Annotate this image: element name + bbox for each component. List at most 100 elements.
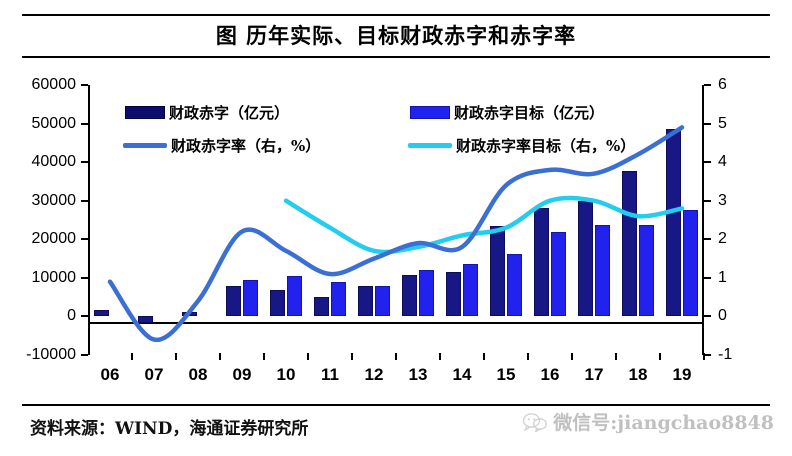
- x-axis-label: 06: [100, 365, 120, 384]
- x-axis-label: 17: [584, 365, 604, 384]
- x-tick: [263, 353, 265, 360]
- x-tick: [659, 353, 661, 360]
- legend-label-rate-actual: 财政赤字率（右，%）: [171, 137, 321, 155]
- rate-target-line: [283, 195, 685, 255]
- bar-deficit-actual: [490, 226, 506, 317]
- x-axis-label: 08: [188, 365, 208, 384]
- plot-area: -10000 0 10000 20000 30000 40000 50000 60000 -1…: [26, 76, 732, 384]
- x-axis-label: 12: [364, 365, 384, 384]
- legend-item-rate-target: 财政赤字率目标（右，%）: [408, 135, 635, 156]
- right-tick: [704, 84, 711, 86]
- bar-deficit-actual: [446, 272, 462, 317]
- bar-deficit-actual: [226, 286, 242, 317]
- bar-deficit-target: [242, 279, 258, 317]
- x-axis-label: 07: [144, 365, 164, 384]
- bar-deficit-target: [462, 264, 478, 317]
- right-axis-label: 3: [718, 191, 727, 209]
- bar-deficit-actual: [622, 171, 638, 317]
- x-tick: [439, 353, 441, 360]
- bar-deficit-actual: [666, 128, 682, 317]
- left-axis-label: 20000: [31, 230, 77, 248]
- x-axis-label: 19: [672, 365, 692, 384]
- title-rule-bottom: [22, 56, 770, 58]
- x-axis-label: 16: [540, 365, 560, 384]
- right-axis-label: 2: [718, 230, 727, 248]
- left-axis-label: 30000: [31, 191, 77, 209]
- x-axis-label: 15: [496, 365, 516, 384]
- x-tick: [351, 353, 353, 360]
- legend-swatch-rate-target: [408, 143, 452, 148]
- x-tick: [307, 353, 309, 360]
- x-tick: [395, 353, 397, 360]
- watermark-text: 微信号:jiangchao8848: [553, 412, 774, 434]
- bar-deficit-target: [594, 224, 610, 317]
- bar-deficit-target: [550, 232, 566, 317]
- legend-item-deficit-target: 财政赤字目标（亿元）: [410, 102, 604, 123]
- left-tick: [81, 354, 88, 356]
- bar-deficit-target: [506, 253, 522, 317]
- legend-label-deficit-actual: 财政赤字（亿元）: [169, 104, 290, 122]
- right-axis-label: -1: [718, 346, 733, 363]
- left-tick: [81, 122, 88, 125]
- left-tick: [81, 315, 88, 318]
- legend-item-rate-actual: 财政赤字率（右，%）: [123, 135, 320, 156]
- left-axis-label: 0: [67, 307, 76, 325]
- x-axis-label: 09: [232, 365, 252, 384]
- bar-deficit-actual: [402, 274, 418, 317]
- right-tick: [704, 354, 711, 356]
- right-tick: [704, 161, 711, 164]
- source-note: 资料来源：WIND，海通证券研究所: [30, 419, 309, 439]
- right-tick: [704, 122, 711, 125]
- right-axis-label: 0: [718, 307, 727, 325]
- watermark: 微信号:jiangchao8848: [522, 408, 774, 435]
- x-tick: [571, 353, 573, 360]
- bar-deficit-actual: [314, 296, 330, 317]
- left-axis-label: 10000: [31, 268, 77, 286]
- rate-actual-line: [107, 125, 685, 342]
- right-tick: [704, 199, 711, 202]
- left-axis-label: 40000: [31, 153, 77, 171]
- bar-deficit-target: [418, 270, 434, 317]
- left-axis: [88, 85, 90, 355]
- left-tick: [81, 199, 88, 202]
- legend-label-deficit-target: 财政赤字目标（亿元）: [454, 104, 605, 122]
- wechat-bubble-icon: [523, 412, 548, 432]
- x-tick: [703, 353, 705, 360]
- bar-deficit-actual: [138, 316, 154, 324]
- right-axis: [702, 85, 704, 355]
- left-axis-label: 60000: [31, 76, 77, 93]
- x-axis-label: 10: [276, 365, 296, 384]
- legend-item-deficit-actual: 财政赤字（亿元）: [125, 102, 289, 123]
- bar-deficit-actual: [534, 207, 550, 317]
- bar-deficit-target: [374, 285, 390, 317]
- x-tick: [219, 353, 221, 360]
- left-tick: [81, 238, 88, 241]
- right-tick: [704, 276, 711, 279]
- title-rule-top: [22, 14, 770, 16]
- left-tick: [81, 161, 88, 164]
- right-tick: [704, 315, 711, 318]
- x-axis-label: 18: [628, 365, 648, 384]
- page-title: 图 历年实际、目标财政赤字和赤字率: [215, 23, 577, 48]
- x-axis-label: 11: [321, 365, 339, 384]
- zero-baseline: [88, 322, 704, 324]
- right-axis-label: 5: [718, 114, 727, 132]
- right-axis-label: 4: [718, 153, 727, 171]
- x-tick: [483, 353, 485, 360]
- x-tick: [131, 353, 133, 360]
- bar-deficit-target: [682, 209, 698, 317]
- footer-rule: [22, 404, 770, 406]
- x-tick: [527, 353, 529, 360]
- right-tick: [704, 238, 711, 241]
- x-tick: [175, 353, 177, 360]
- left-axis-label: -10000: [26, 346, 76, 363]
- line-group: [107, 125, 685, 342]
- left-tick: [81, 276, 88, 279]
- x-tick: [615, 353, 617, 360]
- left-tick: [81, 84, 88, 86]
- x-axis-label: 13: [408, 365, 428, 384]
- right-axis-label: 1: [718, 268, 727, 286]
- bar-deficit-actual: [270, 290, 286, 317]
- legend-swatch-rate-actual: [123, 143, 167, 148]
